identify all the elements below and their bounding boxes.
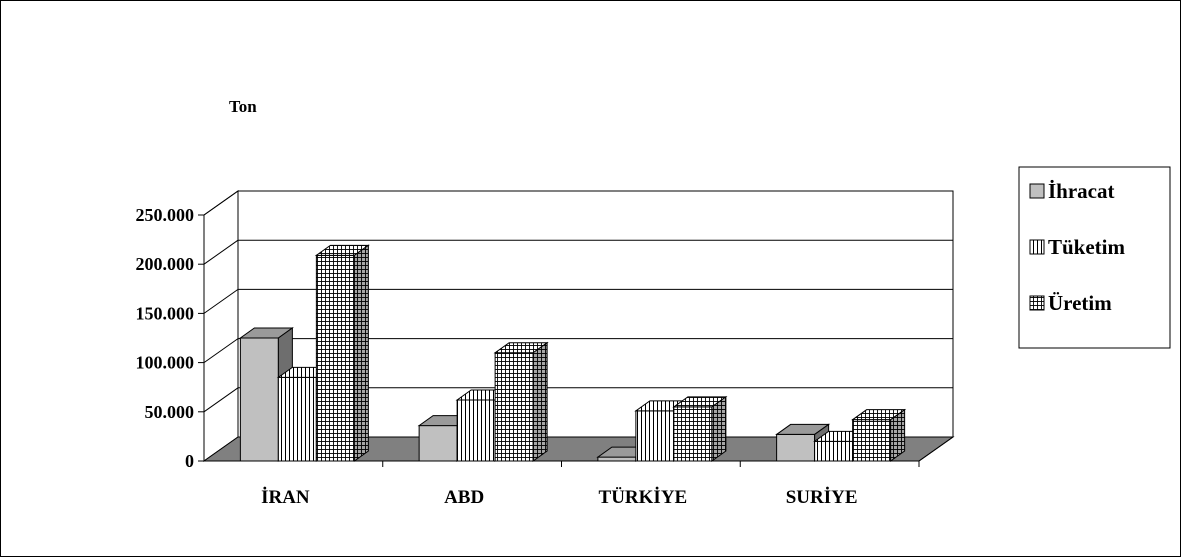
- y-tick-label: 150.000: [136, 303, 195, 323]
- bar-side: [353, 244, 369, 462]
- bar-front: [635, 410, 675, 462]
- bar-front: [852, 419, 892, 462]
- bar-Üretim-TÜRKİYE: [672, 395, 728, 462]
- bars: [238, 244, 907, 462]
- bar-front: [315, 254, 355, 462]
- x-category-label: ABD: [444, 487, 484, 508]
- legend-swatch-0: [1029, 183, 1045, 199]
- bar-Üretim-İRAN: [314, 244, 370, 462]
- bar-Üretim-ABD: [493, 341, 549, 462]
- bar-front: [776, 433, 816, 462]
- y-axis-label: Ton: [229, 97, 257, 116]
- bar-front: [814, 440, 854, 462]
- legend-label-2: Üretim: [1048, 291, 1112, 315]
- y-tick-label: 250.000: [136, 205, 195, 225]
- bar-front: [456, 399, 496, 462]
- floor-edge: [918, 436, 954, 462]
- bar-side: [532, 341, 548, 462]
- tick-labels: 0 50.000 100.000 150.000 200.000 250.000 İRAN A…: [136, 205, 858, 508]
- gridline-side: [203, 338, 239, 364]
- bar-front: [277, 376, 317, 462]
- x-category-label: İRAN: [261, 487, 310, 508]
- bar-front: [494, 352, 534, 462]
- gridline-side: [203, 387, 239, 413]
- legend-label-0: İhracat: [1048, 179, 1115, 203]
- y-tick-label: 0: [185, 451, 194, 471]
- bar-side: [890, 408, 906, 462]
- y-tick-label: 50.000: [145, 402, 195, 422]
- bar-side: [711, 395, 727, 462]
- legend-label-1: Tüketim: [1048, 235, 1126, 259]
- x-category-label: SURİYE: [786, 487, 858, 508]
- bar-side-shade: [354, 245, 369, 461]
- x-category-label: TÜRKİYE: [599, 487, 688, 508]
- legend: İhracat Tüketim Üretim: [1018, 166, 1171, 349]
- bar-side-shade: [533, 342, 548, 461]
- bar-side-shade: [711, 396, 726, 461]
- y-tick-label: 100.000: [136, 353, 195, 373]
- y-tick-label: 200.000: [136, 254, 195, 274]
- bar-side-shade: [890, 409, 905, 461]
- legend-swatch-2: [1029, 295, 1045, 311]
- bar-front: [673, 406, 713, 462]
- legend-swatch-1: [1029, 239, 1045, 255]
- gridline-side: [203, 190, 239, 216]
- bar-Üretim-SURİYE: [851, 408, 907, 462]
- bar-front: [418, 425, 458, 462]
- bar-front: [597, 456, 637, 462]
- gridline-side: [203, 239, 239, 265]
- side-wall: [203, 190, 239, 462]
- gridline-side: [203, 288, 239, 314]
- bar-front: [239, 337, 279, 462]
